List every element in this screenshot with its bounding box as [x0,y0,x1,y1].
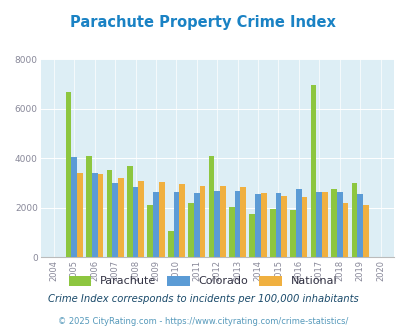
Bar [220,185,225,257]
Bar [255,194,260,257]
Bar [240,187,245,257]
Text: Parachute Property Crime Index: Parachute Property Crime Index [70,15,335,30]
Bar [336,192,342,257]
Text: © 2025 CityRating.com - https://www.cityrating.com/crime-statistics/: © 2025 CityRating.com - https://www.city… [58,317,347,326]
Bar [106,170,112,257]
Bar [147,205,153,257]
Bar [158,182,164,257]
Bar [310,85,315,257]
Bar [66,92,71,257]
Bar [214,191,220,257]
Bar [153,192,158,257]
Bar [356,194,362,257]
Bar [362,205,368,257]
Bar [194,193,199,257]
Bar [188,203,194,257]
Bar [138,181,144,257]
Bar [301,197,307,257]
Bar [92,173,97,257]
Bar [321,192,327,257]
Bar [290,211,295,257]
Bar [234,191,240,257]
Bar [351,183,356,257]
Bar [208,156,214,257]
Bar [97,175,103,257]
Bar [249,214,255,257]
Bar [199,185,205,257]
Bar [71,157,77,257]
Bar [86,156,92,257]
Bar [281,195,286,257]
Bar [342,203,347,257]
Bar [173,192,179,257]
Bar [330,189,336,257]
Bar [179,184,185,257]
Bar [228,207,234,257]
Bar [260,193,266,257]
Bar [315,192,321,257]
Bar [112,183,118,257]
Bar [127,166,132,257]
Bar [132,187,138,257]
Bar [77,173,83,257]
Bar [275,193,281,257]
Bar [269,209,275,257]
Bar [167,231,173,257]
Bar [295,189,301,257]
Bar [118,178,124,257]
Text: Crime Index corresponds to incidents per 100,000 inhabitants: Crime Index corresponds to incidents per… [47,294,358,304]
Legend: Parachute, Colorado, National: Parachute, Colorado, National [64,271,341,291]
